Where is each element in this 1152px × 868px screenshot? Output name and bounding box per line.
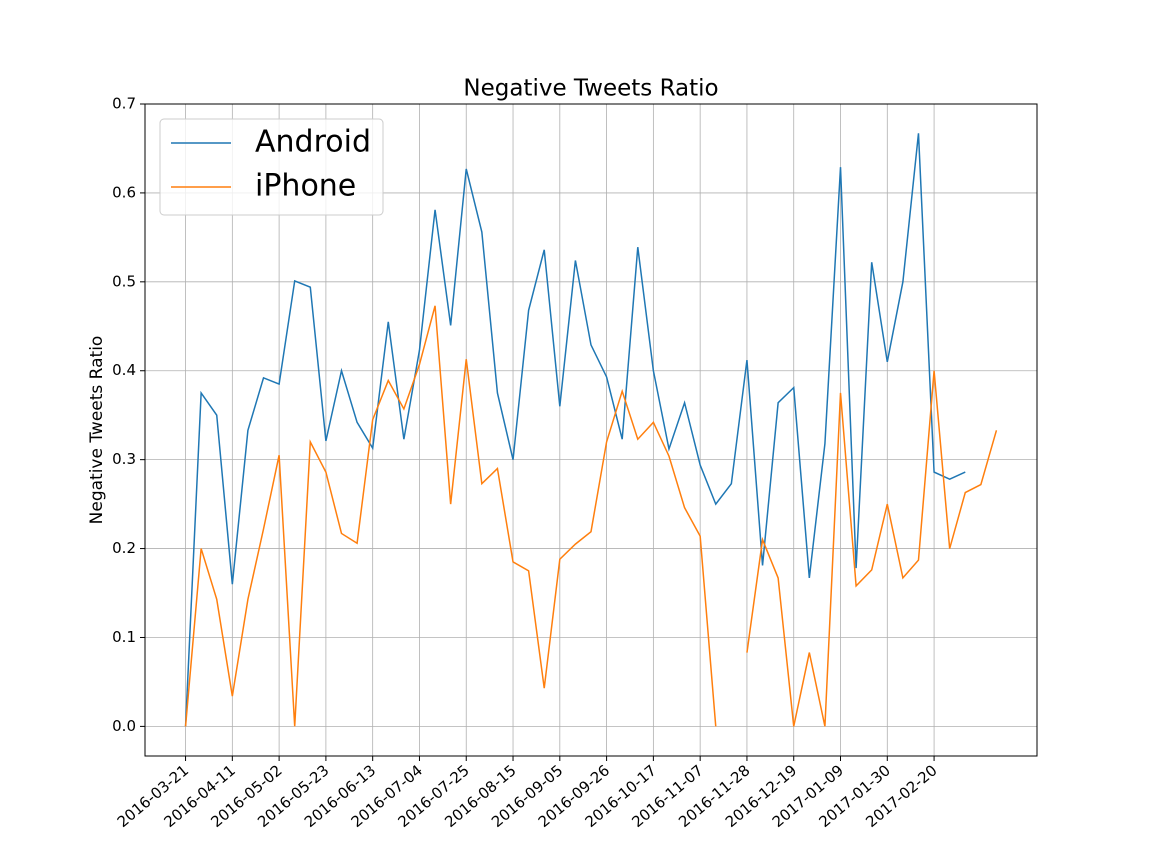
data-line — [184, 133, 966, 727]
legend-label: iPhone — [255, 169, 356, 204]
y-tick-label: 0.2 — [112, 539, 136, 557]
legend-label: Android — [255, 125, 371, 160]
y-tick-label: 0.5 — [112, 272, 136, 290]
y-tick-label: 0.0 — [112, 717, 136, 735]
y-tick-label: 0.1 — [112, 628, 136, 646]
chart-title: Negative Tweets Ratio — [463, 76, 718, 102]
y-tick-label: 0.6 — [112, 183, 136, 201]
y-tick-label: 0.4 — [112, 361, 136, 379]
y-tick-label: 0.3 — [112, 450, 136, 468]
y-axis-label: Negative Tweets Ratio — [87, 336, 107, 525]
y-tick-label: 0.7 — [112, 95, 136, 113]
plot-frame — [144, 103, 1038, 757]
data-line — [184, 305, 998, 727]
